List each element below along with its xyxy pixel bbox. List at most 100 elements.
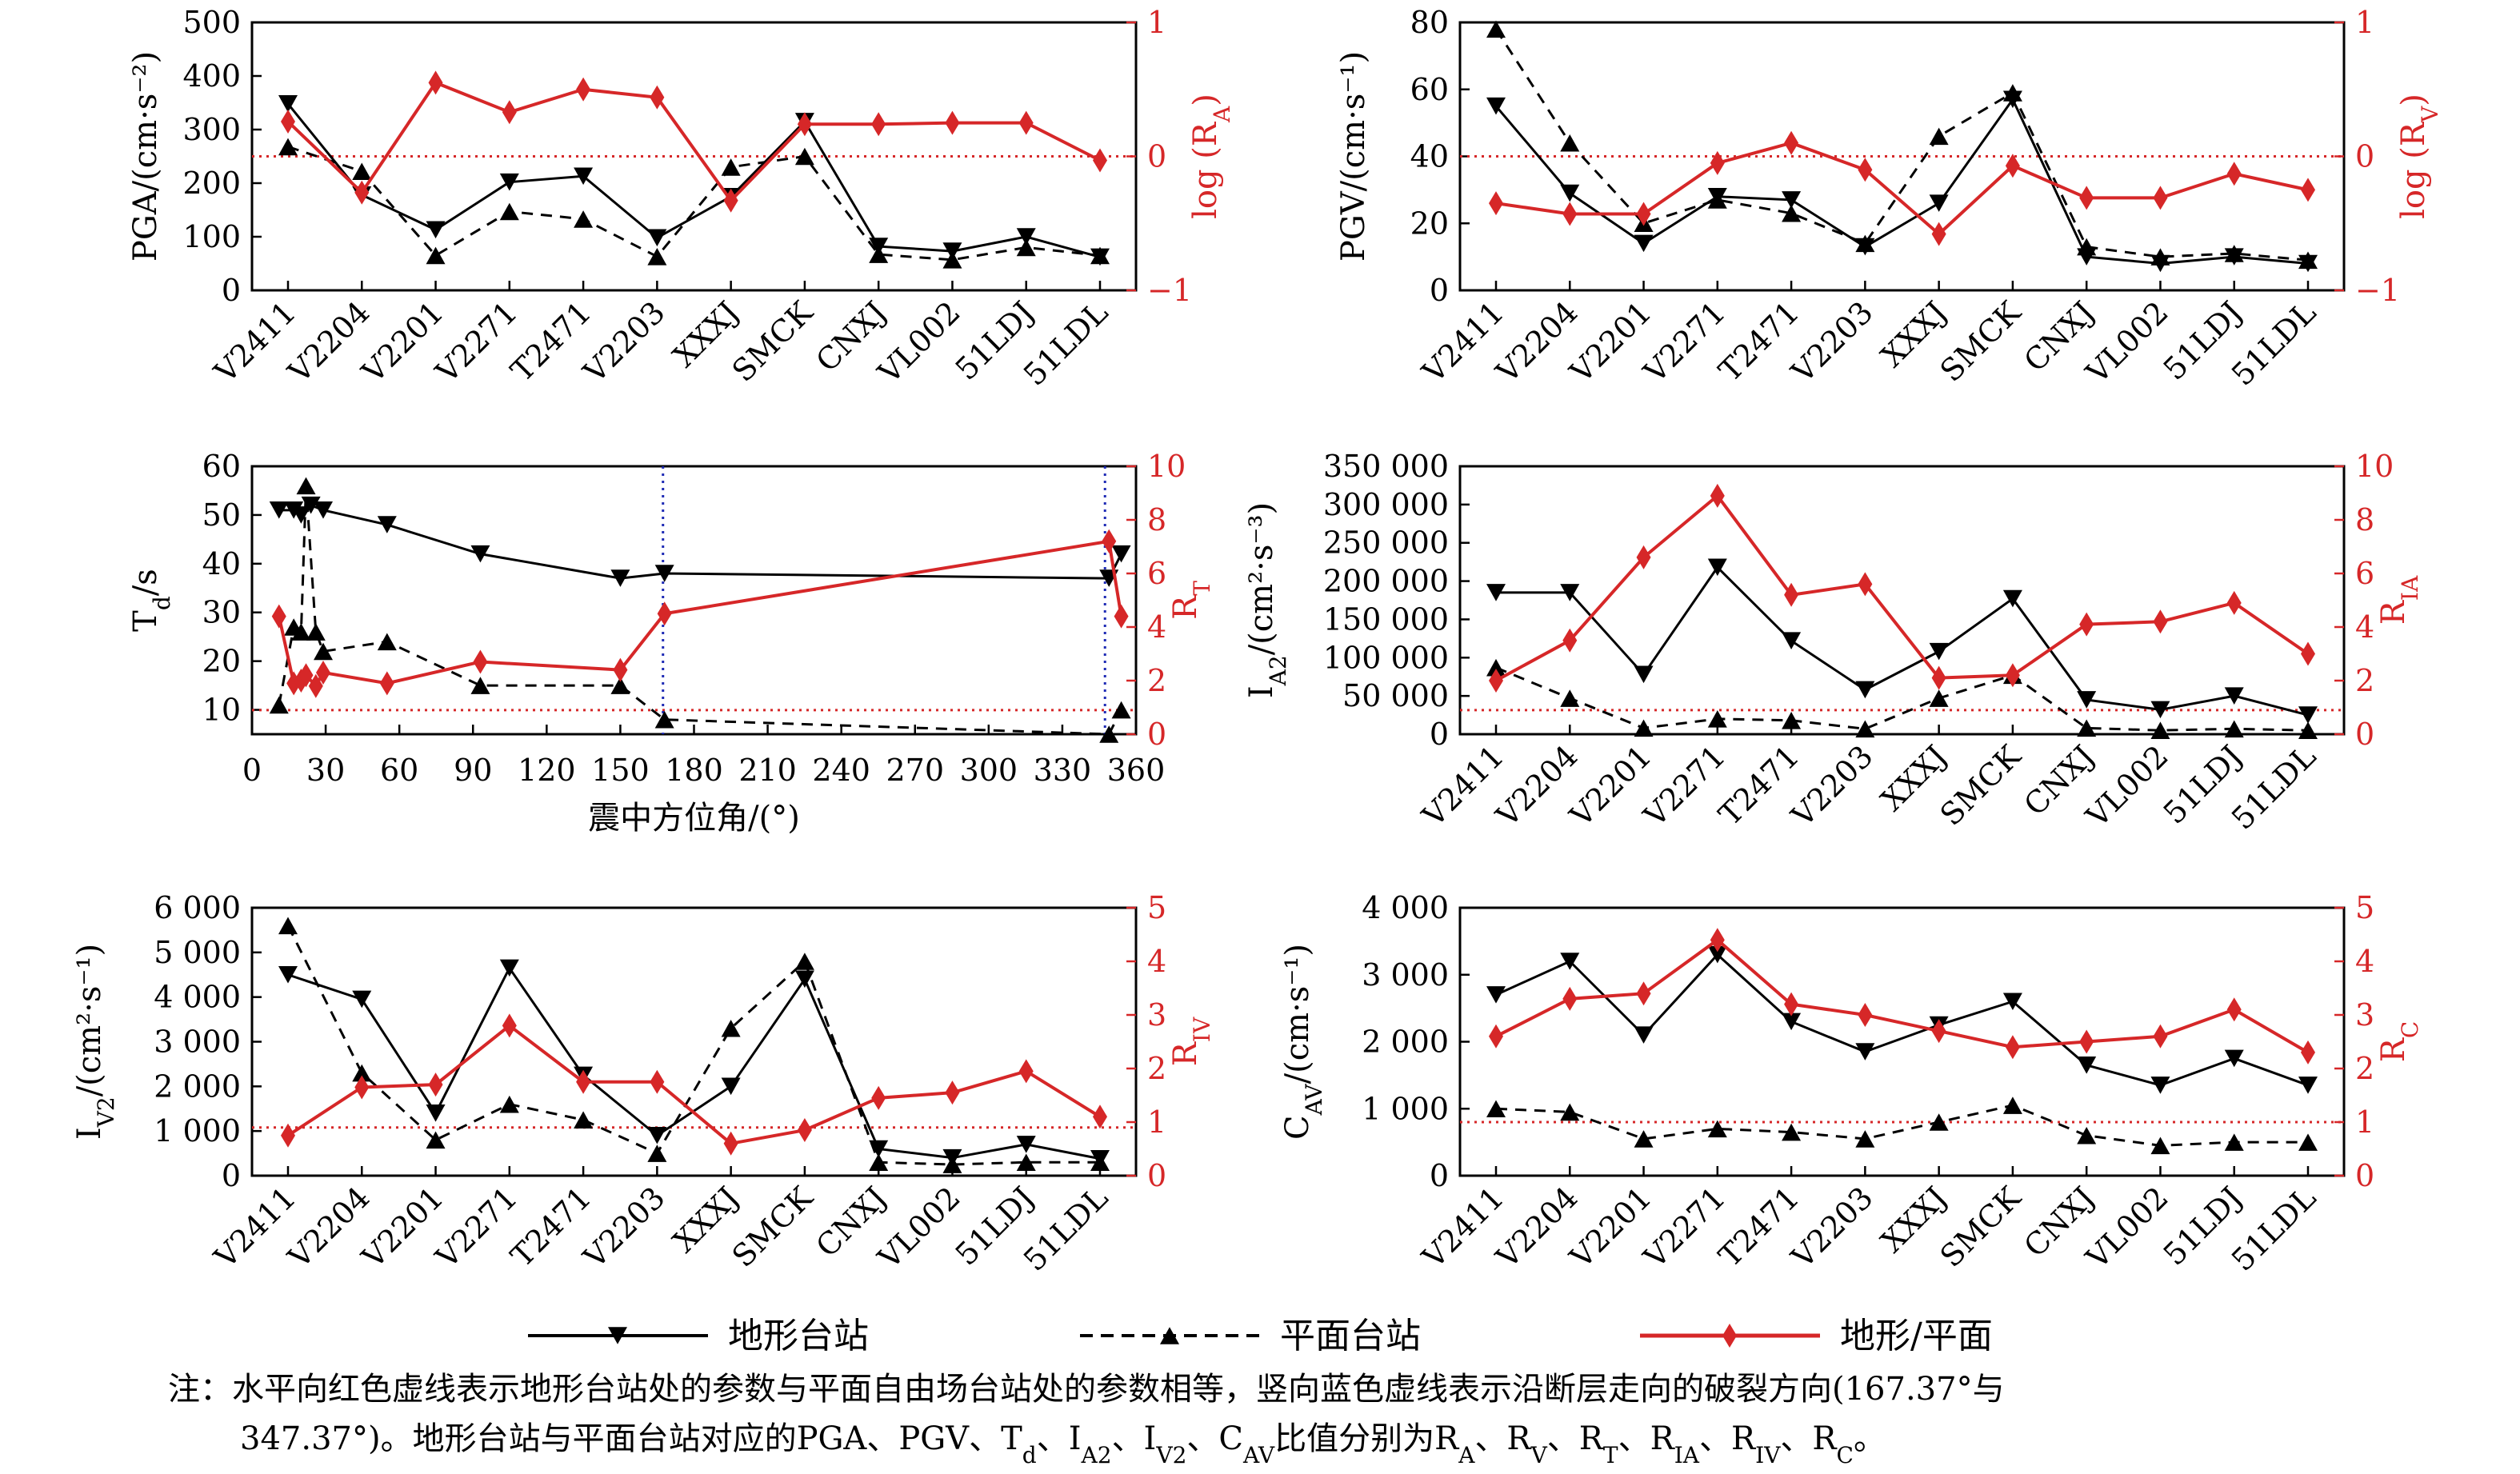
y2-tick-label: 6 <box>2355 556 2374 591</box>
y-tick-label: 20 <box>1410 206 1449 241</box>
y2-tick-label: −1 <box>2355 273 2400 308</box>
data-point-flat <box>2002 84 2022 102</box>
data-point-ratio <box>576 77 591 102</box>
y-axis-label: PGV/(cm·s⁻¹) <box>1335 51 1372 262</box>
data-point-flat <box>2298 1133 2318 1151</box>
series-line <box>286 1023 1102 1145</box>
series-line <box>1494 97 2309 266</box>
data-point-flat <box>647 247 667 266</box>
y-tick-label: 10 <box>202 693 241 728</box>
data-point-flat <box>426 246 446 265</box>
y-tick-label: 0 <box>222 273 241 308</box>
data-point-ratio <box>797 1118 812 1143</box>
y2-tick-label: 8 <box>2355 502 2374 537</box>
series-line <box>286 80 1101 203</box>
series-line <box>277 539 1123 689</box>
data-point-flat <box>794 953 814 970</box>
data-point-ratio <box>1636 202 1651 226</box>
data-point-flat <box>2150 248 2170 266</box>
data-point-flat <box>2077 238 2097 256</box>
y-axis-label: IA2/(cm²·s⁻³) <box>1243 502 1291 698</box>
x-tick-label-station: V2271 <box>429 294 525 390</box>
data-point-flat <box>296 477 316 495</box>
data-point-terrain <box>1929 194 1949 212</box>
data-point-flat <box>499 202 519 221</box>
data-point-terrain <box>1855 681 1875 699</box>
x-tick-label-station: V2411 <box>1415 738 1511 834</box>
data-point-ratio <box>1858 158 1873 182</box>
data-point-terrain <box>2150 701 2170 719</box>
data-point-flat <box>1855 720 1875 738</box>
data-point-ratio <box>428 1073 443 1097</box>
data-point-ratio <box>1562 986 1578 1011</box>
y-tick-label: 350 000 <box>1323 449 1449 484</box>
data-point-terrain <box>647 1126 667 1144</box>
y-tick-label: 50 <box>202 497 241 533</box>
y2-axis-label: RT <box>1167 581 1215 620</box>
data-point-flat <box>574 1111 594 1129</box>
data-point-ratio <box>281 1123 295 1148</box>
note-line-2: 347.37°)。地形台站与平面台站对应的PGA、PGV、Td、IA2、IV2、… <box>240 1420 1886 1468</box>
x-tick-label-station: SMCK <box>1934 1180 2028 1274</box>
data-point-flat <box>1016 238 1036 257</box>
y-tick-label: 3 000 <box>154 1025 241 1060</box>
data-point-flat <box>2298 721 2318 740</box>
series-line <box>286 925 1100 1166</box>
data-point-flat <box>2150 1136 2170 1155</box>
series-line <box>1496 565 2309 717</box>
x-tick-label-station: SMCK <box>726 294 820 389</box>
data-point-terrain <box>426 1105 446 1122</box>
y-tick-label: 100 <box>182 219 241 254</box>
y-tick-label: 0 <box>1430 1158 1449 1193</box>
data-point-flat <box>1486 1100 1506 1118</box>
data-point-terrain <box>1560 584 1580 601</box>
x-tick-label-station: V2201 <box>1562 738 1658 834</box>
data-point-ratio <box>1018 110 1034 135</box>
series-flat <box>278 917 1110 1173</box>
data-point-flat <box>1016 1153 1036 1172</box>
series-terrain <box>1486 558 2318 724</box>
y2-tick-label: 2 <box>2355 1051 2374 1086</box>
y-tick-label: 100 000 <box>1323 640 1449 675</box>
y2-tick-label: 6 <box>1147 556 1166 591</box>
x-tick-label-station: V2271 <box>1637 1180 1733 1276</box>
data-point-terrain <box>426 221 446 239</box>
data-point-ratio <box>1489 669 1503 693</box>
data-point-terrain <box>352 990 372 1009</box>
y-tick-label: 0 <box>1430 273 1449 308</box>
data-point-flat <box>352 162 372 181</box>
x-tick-label-station: 51LDL <box>2225 738 2323 837</box>
data-point-ratio <box>1093 148 1107 173</box>
data-point-terrain <box>1782 191 1802 209</box>
x-tick-label-station: T2471 <box>1712 294 1806 388</box>
y-tick-label: 500 <box>182 5 241 40</box>
y2-tick-label: 1 <box>1147 1105 1166 1140</box>
data-point-ratio <box>576 1069 591 1094</box>
data-point-terrain <box>794 970 814 989</box>
data-point-flat <box>1929 127 1949 146</box>
data-point-ratio <box>657 601 672 626</box>
x-tick-label: 300 <box>960 753 1018 788</box>
x-tick-label-station: V2204 <box>1489 294 1585 390</box>
data-point-ratio <box>1784 130 1799 155</box>
data-point-terrain <box>1486 986 1506 1004</box>
data-point-ratio <box>1489 191 1503 216</box>
series-flat <box>1486 20 2318 270</box>
y-axis-label: IV2/(cm²·s⁻¹) <box>71 944 119 1140</box>
data-point-ratio <box>354 1075 370 1100</box>
data-point-flat <box>2224 1133 2244 1151</box>
data-point-ratio <box>1931 665 1946 690</box>
data-point-terrain <box>1560 184 1580 202</box>
data-point-terrain <box>1707 945 1727 964</box>
y2-tick-label: 1 <box>2355 1105 2374 1140</box>
y2-axis-label: RIV <box>1167 1017 1215 1066</box>
x-tick-label-station: 51LDL <box>1017 1180 1115 1278</box>
data-point-ratio <box>2079 612 2094 637</box>
data-point-ratio <box>871 112 886 137</box>
data-point-ratio <box>502 100 517 125</box>
data-point-flat <box>942 1156 962 1173</box>
data-point-ratio <box>1102 529 1117 553</box>
data-point-terrain <box>1486 97 1506 115</box>
data-point-flat <box>721 158 741 176</box>
